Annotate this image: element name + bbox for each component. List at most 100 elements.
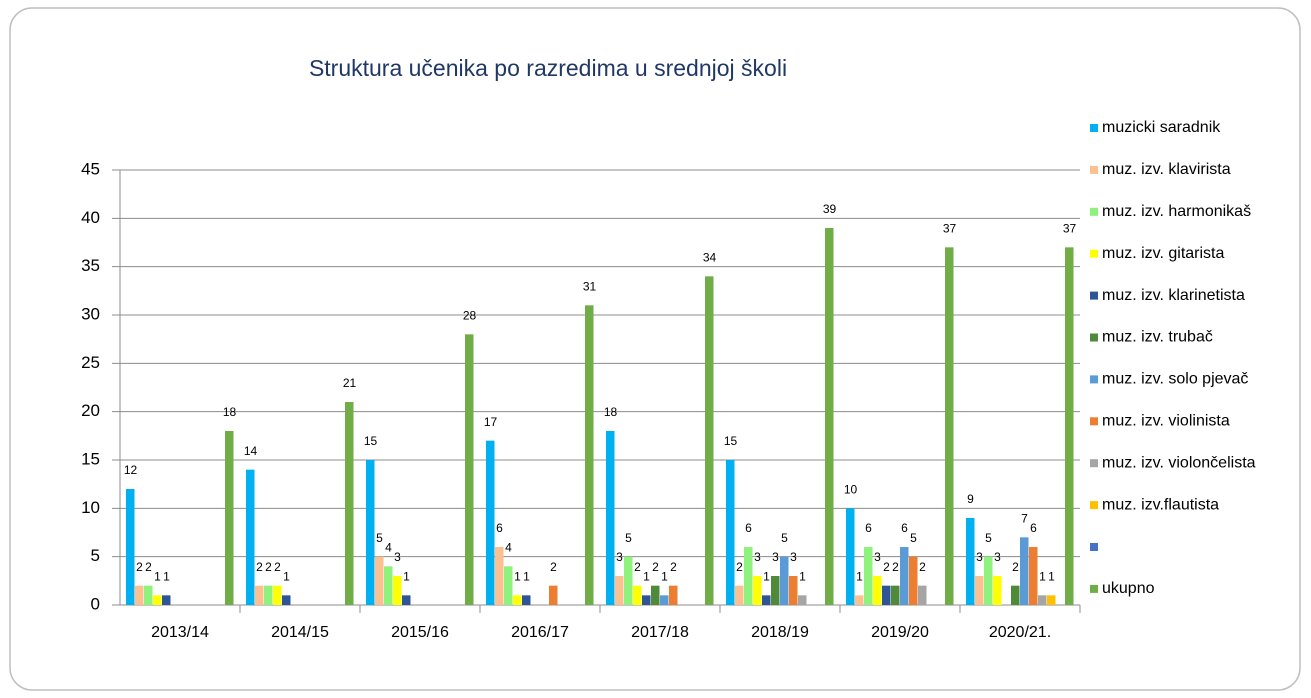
data-label: 2 xyxy=(892,560,899,574)
bar xyxy=(900,547,909,605)
y-tick-label: 0 xyxy=(91,594,100,613)
bar xyxy=(375,556,384,605)
data-label: 2 xyxy=(919,560,926,574)
data-label: 18 xyxy=(604,405,618,419)
bar xyxy=(225,431,234,605)
data-label: 31 xyxy=(583,280,597,294)
bar xyxy=(1065,247,1074,606)
bar xyxy=(486,440,495,605)
data-label: 6 xyxy=(745,521,752,535)
bar xyxy=(144,585,153,605)
y-tick-label: 15 xyxy=(81,449,100,468)
bar xyxy=(945,247,954,606)
bar xyxy=(918,585,927,605)
data-label: 17 xyxy=(484,415,498,429)
data-label: 6 xyxy=(1030,521,1037,535)
legend-swatch xyxy=(1090,375,1098,384)
data-label: 14 xyxy=(244,444,258,458)
bar xyxy=(660,595,669,605)
bar xyxy=(975,576,984,605)
data-label: 3 xyxy=(754,550,761,564)
chart-frame xyxy=(9,7,1301,691)
y-tick-label: 5 xyxy=(91,546,100,565)
bar xyxy=(855,595,864,605)
data-label: 1 xyxy=(403,570,410,584)
data-label: 6 xyxy=(901,521,908,535)
x-tick-label: 2018/19 xyxy=(751,624,809,641)
legend-label: muzicki saradnik xyxy=(1102,119,1221,136)
data-label: 5 xyxy=(910,531,917,545)
bar xyxy=(762,595,771,605)
data-label: 7 xyxy=(1021,512,1028,526)
data-label: 2 xyxy=(634,560,641,574)
legend-label: muz. izv.flautista xyxy=(1102,496,1219,513)
bar xyxy=(1011,585,1020,605)
legend-label: muz. izv. solo pjevač xyxy=(1102,371,1248,388)
data-label: 15 xyxy=(364,434,378,448)
data-label: 2 xyxy=(256,560,263,574)
x-tick-label: 2014/15 xyxy=(271,624,329,641)
bar xyxy=(651,585,660,605)
bar xyxy=(513,595,522,605)
bar xyxy=(366,460,375,605)
x-tick-label: 2017/18 xyxy=(631,624,689,641)
bar xyxy=(909,556,918,605)
data-label: 1 xyxy=(283,570,290,584)
bar xyxy=(153,595,162,605)
bar xyxy=(465,334,474,605)
data-label: 2 xyxy=(274,560,281,574)
legend-swatch xyxy=(1090,165,1098,174)
data-label: 1 xyxy=(1048,570,1055,584)
bar xyxy=(705,276,714,605)
data-label: 2 xyxy=(1012,560,1019,574)
bar xyxy=(264,585,273,605)
data-label: 39 xyxy=(823,202,837,216)
bar xyxy=(384,566,393,605)
bar xyxy=(246,469,255,605)
legend-swatch xyxy=(1090,584,1098,593)
bar xyxy=(735,585,744,605)
data-label: 5 xyxy=(985,531,992,545)
bar xyxy=(642,595,651,605)
y-tick-label: 20 xyxy=(81,401,100,420)
data-label: 6 xyxy=(865,521,872,535)
legend-label: muz. izv. klarinetista xyxy=(1102,287,1245,304)
bar xyxy=(1029,547,1038,605)
data-label: 3 xyxy=(874,550,881,564)
data-label: 2 xyxy=(550,560,557,574)
bar xyxy=(633,585,642,605)
data-label: 5 xyxy=(781,531,788,545)
bar xyxy=(624,556,633,605)
bar xyxy=(393,576,402,605)
data-label: 3 xyxy=(994,550,1001,564)
y-tick-label: 40 xyxy=(81,208,100,227)
data-label: 2 xyxy=(883,560,890,574)
bar xyxy=(744,547,753,605)
x-tick-label: 2020/21. xyxy=(989,624,1051,641)
data-label: 21 xyxy=(343,376,357,390)
data-label: 3 xyxy=(772,550,779,564)
data-label: 4 xyxy=(385,541,392,555)
data-label: 28 xyxy=(463,309,477,323)
data-label: 1 xyxy=(643,570,650,584)
legend-label: muz. izv. harmonikaš xyxy=(1102,203,1251,220)
data-label: 2 xyxy=(145,560,152,574)
legend-swatch xyxy=(1090,333,1098,342)
data-label: 15 xyxy=(724,434,738,448)
bar xyxy=(798,595,807,605)
data-label: 9 xyxy=(967,492,974,506)
data-label: 1 xyxy=(523,570,530,584)
data-label: 1 xyxy=(514,570,521,584)
legend-label: muz. izv. violinista xyxy=(1102,413,1230,430)
data-label: 4 xyxy=(505,541,512,555)
bar xyxy=(726,460,735,605)
data-label: 2 xyxy=(670,560,677,574)
data-label: 1 xyxy=(163,570,170,584)
bar xyxy=(135,585,144,605)
data-label: 3 xyxy=(394,550,401,564)
x-tick-label: 2015/16 xyxy=(391,624,449,641)
bar xyxy=(402,595,411,605)
legend-swatch xyxy=(1090,291,1098,300)
bar xyxy=(966,518,975,605)
